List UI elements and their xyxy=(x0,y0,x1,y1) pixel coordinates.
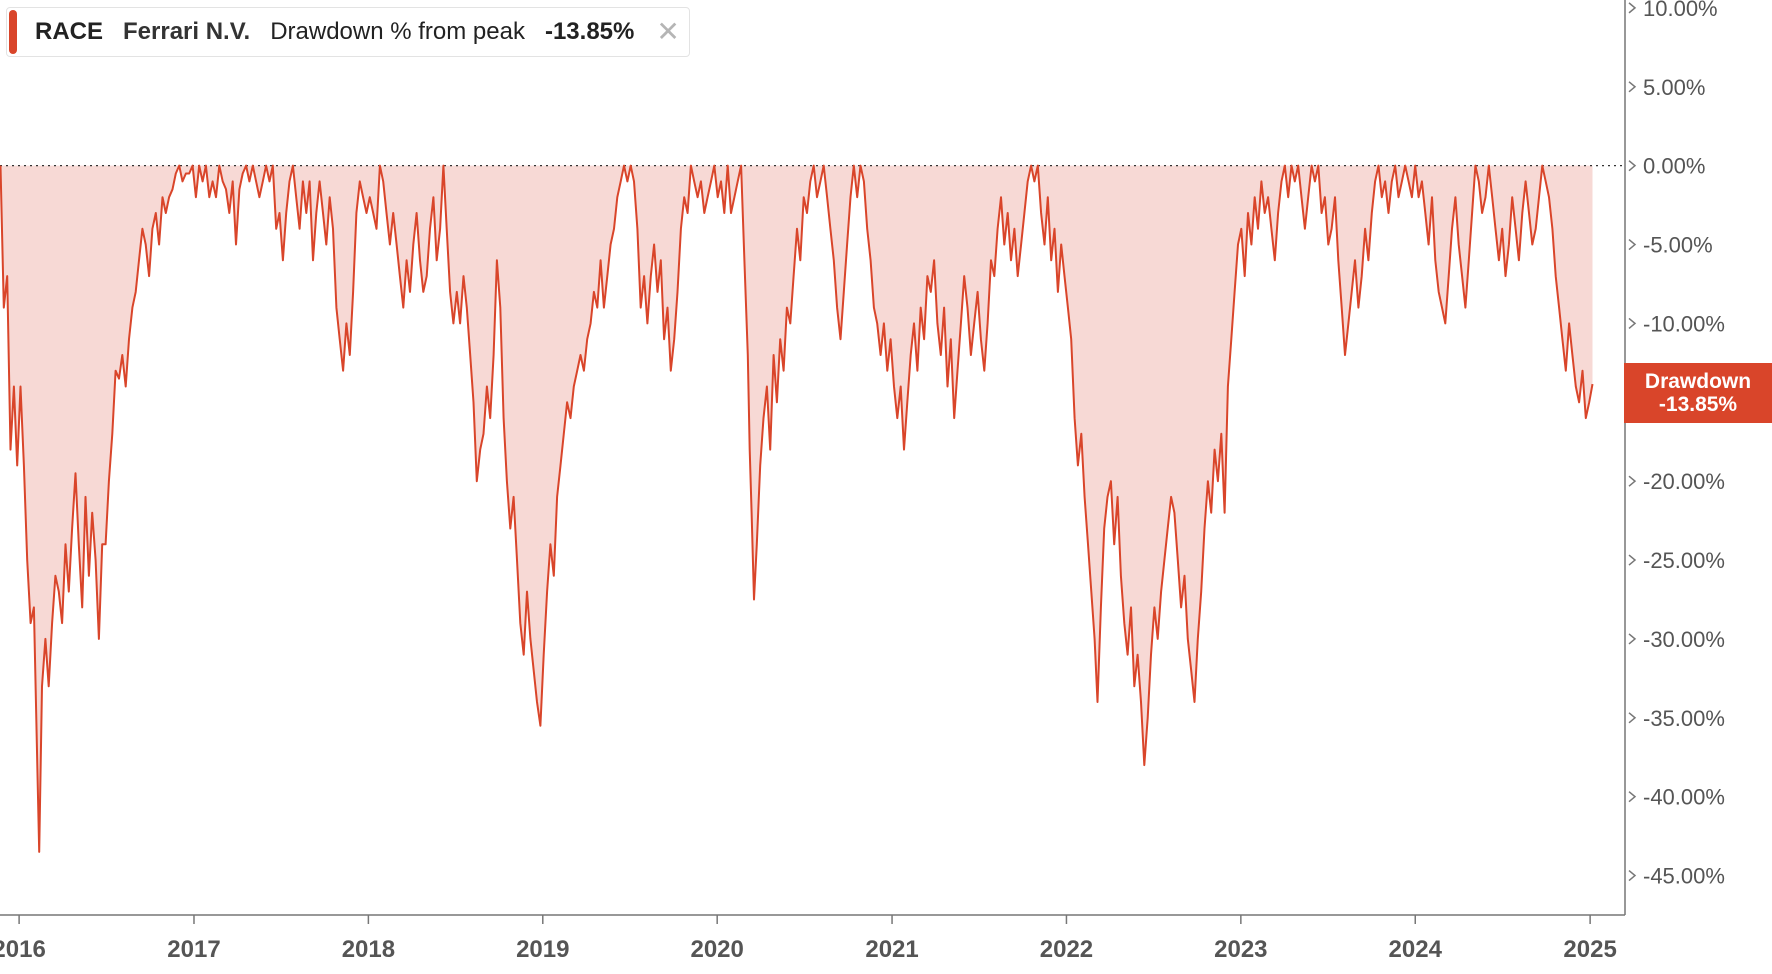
legend-ticker: RACE xyxy=(35,18,104,45)
last-value-tag-value: -13.85% xyxy=(1658,393,1738,416)
x-tick-label: 2023 xyxy=(1214,936,1267,963)
y-tick-mark xyxy=(1628,475,1637,487)
x-tick-label: 2016 xyxy=(0,936,46,963)
drawdown-line xyxy=(0,164,1594,853)
x-axis: 2016 2017 2018 2019 2020 2021 2022 2023 2024 2025 xyxy=(0,914,1625,963)
last-value-tag: Drawdown -13.85% xyxy=(1624,363,1772,423)
y-tick-label: -20.00% xyxy=(1643,469,1725,494)
legend-value: -13.85% xyxy=(544,18,635,45)
x-tick-label: 2022 xyxy=(1040,936,1093,963)
x-tick-label: 2019 xyxy=(516,936,569,963)
y-tick-mark xyxy=(1628,2,1637,14)
y-tick-mark xyxy=(1628,81,1637,93)
y-tick-label: -45.00% xyxy=(1643,864,1725,889)
y-tick-mark xyxy=(1628,712,1637,724)
y-tick-label: -30.00% xyxy=(1643,627,1725,652)
x-tick-label: 2024 xyxy=(1389,936,1443,963)
drawdown-area xyxy=(0,165,1593,852)
y-tick-label: -40.00% xyxy=(1643,785,1725,810)
x-tick-label: 2017 xyxy=(167,936,220,963)
legend-box: RACE Ferrari N.V. Drawdown % from peak -… xyxy=(6,7,690,57)
x-tick-label: 2020 xyxy=(690,936,743,963)
y-tick-mark xyxy=(1628,554,1637,566)
close-icon[interactable]: ✕ xyxy=(656,16,680,47)
x-tick-label: 2021 xyxy=(865,936,918,963)
last-value-tag-label: Drawdown xyxy=(1644,370,1752,393)
y-tick-label: -5.00% xyxy=(1643,233,1713,258)
y-tick-label: -35.00% xyxy=(1643,706,1725,731)
y-tick-label: 0.00% xyxy=(1643,154,1705,179)
y-tick-mark xyxy=(1628,238,1637,251)
series-color-swatch xyxy=(9,10,17,54)
y-tick-mark xyxy=(1628,633,1637,645)
x-tick-label: 2025 xyxy=(1563,936,1616,963)
y-axis: 10.00%5.00%0.00%-5.00%-10.00%-15.00%-20.… xyxy=(1624,0,1725,915)
plot-area xyxy=(0,164,1625,853)
y-tick-mark xyxy=(1628,317,1637,329)
legend-metric: Drawdown % from peak xyxy=(270,18,525,45)
legend-company: Ferrari N.V. xyxy=(123,18,251,45)
y-tick-mark xyxy=(1628,160,1637,172)
y-tick-mark xyxy=(1628,869,1637,882)
y-tick-label: 10.00% xyxy=(1643,0,1718,21)
y-tick-label: -25.00% xyxy=(1643,548,1725,573)
y-tick-label: -10.00% xyxy=(1643,311,1725,336)
y-tick-mark xyxy=(1628,791,1637,803)
x-tick-label: 2018 xyxy=(342,936,395,963)
y-tick-label: 5.00% xyxy=(1643,75,1705,100)
